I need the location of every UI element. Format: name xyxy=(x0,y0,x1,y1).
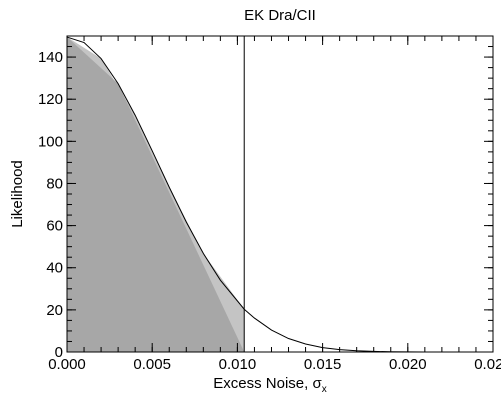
y-tick-label: 60 xyxy=(46,218,63,235)
x-axis-title: Excess Noise, σx xyxy=(213,375,326,395)
plot-frame xyxy=(66,35,494,353)
x-axis-title-main: Excess Noise, σ xyxy=(213,375,322,392)
shaded-regions xyxy=(67,37,245,353)
x-tick-label: 0.000 xyxy=(48,356,86,373)
y-tick-labels: 0 20 40 60 80 100 120 140 xyxy=(38,49,63,361)
y-tick-label: 120 xyxy=(38,91,63,108)
chart-title: EK Dra/CII xyxy=(244,7,316,24)
y-tick-label: 100 xyxy=(38,133,63,150)
y-tick-label: 40 xyxy=(46,260,63,277)
x-axis-title-subscript: x xyxy=(322,384,327,395)
y-tick-label: 0 xyxy=(55,344,63,361)
x-tick-label: 0.005 xyxy=(133,356,171,373)
tick-marks xyxy=(66,35,494,353)
x-tick-labels: 0.000 0.005 0.010 0.015 0.020 0.025 xyxy=(48,356,501,373)
shaded-region-2 xyxy=(67,37,245,353)
y-tick-label: 20 xyxy=(46,302,63,319)
x-tick-label: 0.025 xyxy=(474,356,501,373)
x-tick-label: 0.015 xyxy=(304,356,342,373)
y-axis-title: Likelihood xyxy=(9,160,26,228)
x-tick-label: 0.010 xyxy=(219,356,257,373)
y-tick-label: 140 xyxy=(38,49,63,66)
x-tick-label: 0.020 xyxy=(389,356,427,373)
y-tick-label: 80 xyxy=(46,175,63,192)
